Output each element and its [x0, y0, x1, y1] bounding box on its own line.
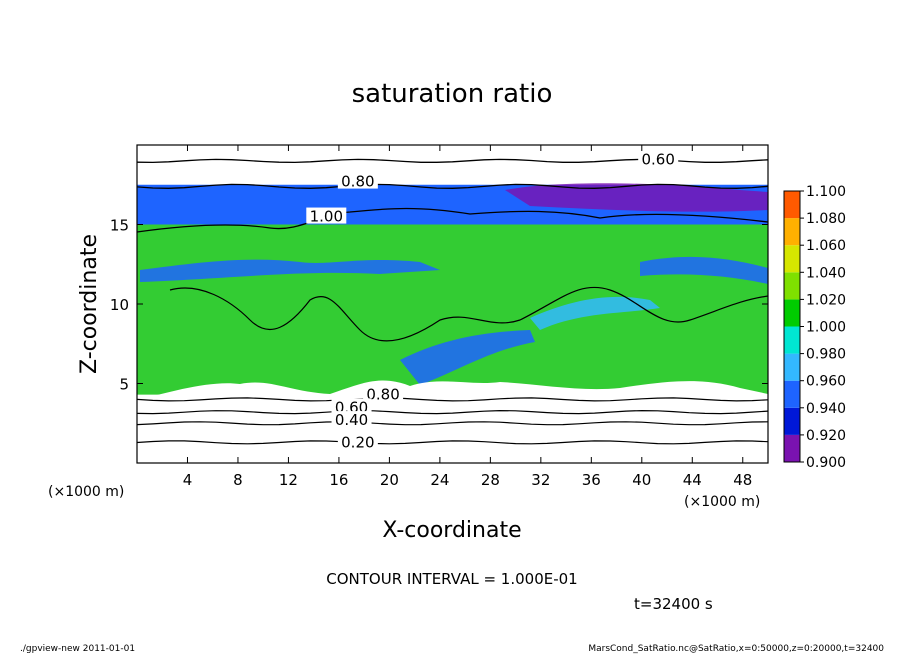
colorbar-label: 0.900	[806, 455, 846, 471]
low-saturation-streak	[640, 256, 768, 284]
colorbar-swatch	[784, 272, 800, 300]
low-saturation-streak	[140, 259, 440, 282]
colorbar-label: 0.980	[806, 347, 846, 363]
low-saturation-streak	[400, 330, 535, 385]
colorbar-label: 1.020	[806, 292, 846, 308]
x-tick-label: 16	[329, 471, 348, 489]
colorbar-label: 0.960	[806, 374, 846, 390]
colorbar-label: 1.060	[806, 238, 846, 254]
upper-purple-band	[505, 183, 768, 212]
contour-label-bg	[331, 411, 372, 428]
colorbar-swatch	[784, 353, 800, 381]
colorbar-swatch	[784, 245, 800, 273]
y-tick-label: 10	[110, 296, 129, 314]
colorbar-label: 0.940	[806, 401, 846, 417]
time-text: t=32400 s	[634, 595, 713, 613]
x-tick-label: 44	[683, 471, 702, 489]
contour-label: 0.20	[341, 433, 374, 451]
colorbar-swatch	[784, 326, 800, 354]
footer-left: ./gpview-new 2011-01-01	[20, 644, 135, 654]
contour-labels: 0.600.801.000.800.600.400.20	[306, 150, 679, 451]
y-axis-ticks: 5 10 15	[110, 217, 768, 394]
colorbar-label: 1.040	[806, 265, 846, 281]
colorbar-swatch	[784, 191, 800, 219]
x-tick-label: 4	[183, 471, 193, 489]
low-saturation-streak	[530, 296, 660, 330]
x-tick-label: 40	[632, 471, 651, 489]
contour-interval-text: CONTOUR INTERVAL = 1.000E-01	[326, 570, 577, 588]
colorbar-swatch	[784, 299, 800, 327]
contour-label-bg	[337, 433, 378, 450]
x-unit-right: (×1000 m)	[684, 494, 760, 510]
contour-line-0.20	[136, 440, 769, 445]
colorbar-swatch	[784, 218, 800, 246]
lower-white-edge	[137, 380, 768, 420]
contour-label: 0.40	[335, 411, 368, 429]
contour-label-bg	[306, 207, 347, 224]
colorbar-swatch	[784, 380, 800, 408]
contour-label-bg	[363, 385, 404, 402]
contour-line-0.40	[136, 421, 769, 426]
contour-line-0.80	[136, 183, 769, 189]
x-tick-label: 20	[380, 471, 399, 489]
y-axis-label: Z-coordinate	[77, 234, 102, 374]
y-tick-label: 15	[110, 217, 129, 235]
contour-label: 0.80	[366, 386, 399, 404]
x-tick-label: 32	[531, 471, 550, 489]
contour-label: 1.00	[310, 208, 343, 226]
x-tick-label: 48	[733, 471, 752, 489]
colorbar-label: 1.000	[806, 320, 846, 336]
footer-right: MarsCond_SatRatio.nc@SatRatio,x=0:50000,…	[588, 644, 884, 654]
x-tick-label: 12	[279, 471, 298, 489]
colorbar-swatch	[784, 407, 800, 435]
colorbar-label: 0.920	[806, 428, 846, 444]
colorbar-swatch	[784, 434, 800, 462]
x-unit-left: (×1000 m)	[48, 484, 124, 500]
x-tick-label: 24	[430, 471, 449, 489]
contour-line-1.00	[169, 286, 769, 342]
contour-line-1.00	[136, 207, 769, 233]
x-tick-label: 8	[233, 471, 243, 489]
x-tick-label: 28	[481, 471, 500, 489]
x-tick-label: 36	[582, 471, 601, 489]
plot-area: 0.600.801.000.800.600.400.20	[136, 144, 769, 464]
contour-line-0.80	[136, 397, 769, 402]
colorbar: 0.900 0.920 0.940 0.960 0.980 1.000 1.020 1.040…	[783, 184, 846, 471]
x-axis-ticks: 4 8 12 16 20 24 28 32 36 40 44 48	[183, 145, 752, 489]
colorbar-label: 1.100	[806, 184, 846, 200]
y-tick-label: 5	[119, 376, 129, 394]
lower-contour-lines	[136, 397, 769, 445]
chart-title: saturation ratio	[352, 79, 553, 109]
x-axis-label: X-coordinate	[382, 518, 521, 543]
contour-label-bg	[331, 398, 372, 415]
contour-label: 0.60	[642, 150, 675, 168]
contour-label-bg	[638, 150, 679, 167]
contour-line-0.60	[136, 409, 769, 415]
contour-label-bg	[337, 172, 378, 189]
colorbar-label: 1.080	[806, 211, 846, 227]
contour-label: 0.80	[341, 173, 374, 191]
